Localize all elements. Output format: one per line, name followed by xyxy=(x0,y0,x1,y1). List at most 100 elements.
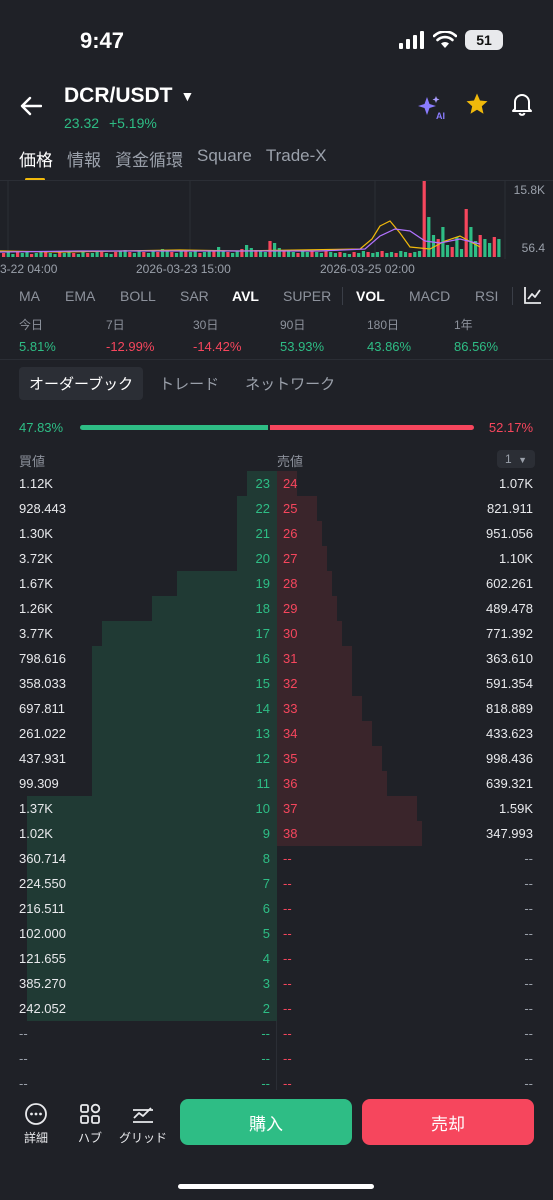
sell-button[interactable]: 売却 xyxy=(362,1099,534,1145)
indicator-macd[interactable]: MACD xyxy=(409,288,451,304)
order-book-row[interactable]: 437.931 12 35 998.436 xyxy=(0,746,553,771)
ask-amount: -- xyxy=(524,1026,533,1041)
status-time: 9:47 xyxy=(80,28,125,53)
x-axis-label-2: 2026-03-23 15:00 xyxy=(136,262,231,276)
indicator-boll[interactable]: BOLL xyxy=(120,288,156,304)
order-book-row[interactable]: 242.052 2 -- -- xyxy=(0,996,553,1021)
order-book-row[interactable]: 1.26K 18 29 489.478 xyxy=(0,596,553,621)
order-book-row[interactable]: -- -- -- -- xyxy=(0,1021,553,1046)
order-book-row[interactable]: 102.000 5 -- -- xyxy=(0,921,553,946)
order-book-row[interactable]: 224.550 7 -- -- xyxy=(0,871,553,896)
volume-bar xyxy=(30,254,34,257)
order-book-row[interactable]: 1.67K 19 28 602.261 xyxy=(0,571,553,596)
perf-1y: 1年 86.56% xyxy=(454,316,498,354)
chart-settings-button[interactable] xyxy=(523,285,543,308)
perf-label: 90日 xyxy=(280,318,306,332)
bid-depth-bar xyxy=(27,871,277,896)
order-book-row[interactable]: 3.72K 20 27 1.10K xyxy=(0,546,553,571)
tab-trade-x[interactable]: Trade-X xyxy=(265,146,327,165)
order-book-row[interactable]: 261.022 13 34 433.623 xyxy=(0,721,553,746)
indicator-ema[interactable]: EMA xyxy=(65,288,96,304)
tab-info[interactable]: 情報 xyxy=(67,151,101,170)
volume-bar xyxy=(212,250,216,257)
perf-label: 今日 xyxy=(19,318,44,332)
ai-button[interactable]: AI xyxy=(417,95,445,121)
price-chart[interactable]: 15.8K 56.4 xyxy=(0,180,553,259)
volume-bar xyxy=(366,252,370,257)
tab-orderbook[interactable]: オーダーブック xyxy=(19,367,144,400)
perf-value: 86.56% xyxy=(454,339,499,354)
order-book-row[interactable]: 358.033 15 32 591.354 xyxy=(0,671,553,696)
ask-level: 37 xyxy=(283,801,298,816)
bid-level: 11 xyxy=(256,776,271,791)
volume-bar xyxy=(156,252,160,257)
ask-depth-bar xyxy=(277,821,422,846)
tab-square[interactable]: Square xyxy=(197,146,252,165)
order-book-row[interactable]: 928.443 22 25 821.911 xyxy=(0,496,553,521)
ask-amount: 591.354 xyxy=(486,676,533,691)
order-book-row[interactable]: 3.77K 17 30 771.392 xyxy=(0,621,553,646)
volume-bar xyxy=(95,251,99,257)
order-book-row[interactable]: 1.02K 9 38 347.993 xyxy=(0,821,553,846)
volume-bar xyxy=(207,251,211,257)
indicator-rsi[interactable]: RSI xyxy=(475,288,499,304)
volume-bar xyxy=(459,249,464,257)
order-book-row[interactable]: -- -- -- -- xyxy=(0,1046,553,1071)
alert-button[interactable] xyxy=(511,92,533,121)
bid-level: 14 xyxy=(255,701,270,716)
volume-bar xyxy=(319,253,323,257)
nav-hub[interactable]: ハブ xyxy=(78,1102,102,1146)
bid-level: 2 xyxy=(262,1001,270,1016)
back-button[interactable] xyxy=(20,92,43,123)
perf-180d: 180日 43.86% xyxy=(367,316,411,354)
nav-details[interactable]: 詳細 xyxy=(24,1102,48,1146)
order-book-row[interactable]: 121.655 4 -- -- xyxy=(0,946,553,971)
volume-bar xyxy=(58,252,62,257)
perf-label: 1年 xyxy=(454,318,473,332)
favorite-button[interactable] xyxy=(465,92,489,121)
bid-depth-bar xyxy=(237,521,277,546)
x-axis-label-3: 2026-03-25 02:00 xyxy=(320,262,415,276)
bid-level: 21 xyxy=(255,526,270,541)
tab-network[interactable]: ネットワーク xyxy=(245,376,336,393)
tab-price[interactable]: 価格 xyxy=(19,146,53,181)
bid-depth-bar xyxy=(27,996,277,1021)
order-book-row[interactable]: 99.309 11 36 639.321 xyxy=(0,771,553,796)
indicator-vol[interactable]: VOL xyxy=(356,288,385,304)
pair-selector[interactable]: DCR/USDT ▼ xyxy=(64,84,194,108)
volume-bar xyxy=(408,253,412,257)
order-book-row[interactable]: 1.12K 23 24 1.07K xyxy=(0,471,553,496)
bid-amount: 360.714 xyxy=(19,851,66,866)
order-book-row[interactable]: 385.270 3 -- -- xyxy=(0,971,553,996)
volume-bar xyxy=(371,253,375,257)
indicator-sar[interactable]: SAR xyxy=(180,288,209,304)
order-book-row[interactable]: -- -- -- -- xyxy=(0,1071,553,1091)
bid-level: 8 xyxy=(262,851,270,866)
order-book-row[interactable]: 216.511 6 -- -- xyxy=(0,896,553,921)
buy-button[interactable]: 購入 xyxy=(180,1099,352,1145)
order-book-row[interactable]: 697.811 14 33 818.889 xyxy=(0,696,553,721)
indicator-avl[interactable]: AVL xyxy=(232,288,259,304)
order-book-row[interactable]: 360.714 8 -- -- xyxy=(0,846,553,871)
volume-bar xyxy=(202,252,207,257)
precision-select[interactable]: 1 ▼ xyxy=(497,450,535,468)
battery-indicator: 51 xyxy=(465,30,503,50)
tab-trades[interactable]: トレード xyxy=(159,376,220,393)
volume-bar xyxy=(329,252,333,257)
indicator-ma[interactable]: MA xyxy=(19,288,40,304)
order-book-row[interactable]: 1.37K 10 37 1.59K xyxy=(0,796,553,821)
ask-depth-bar xyxy=(277,671,352,696)
nav-grid[interactable]: グリッド xyxy=(119,1102,167,1146)
volume-bar xyxy=(417,251,422,257)
ask-amount: -- xyxy=(524,1051,533,1066)
bid-amount: 102.000 xyxy=(19,926,66,941)
bid-level: 7 xyxy=(262,876,270,891)
indicator-super[interactable]: SUPER xyxy=(283,288,332,304)
volume-bar xyxy=(282,250,286,257)
bid-amount: 224.550 xyxy=(19,876,66,891)
tab-fund-flow[interactable]: 資金循環 xyxy=(115,151,183,170)
order-book-row[interactable]: 798.616 16 31 363.610 xyxy=(0,646,553,671)
bid-amount: 437.931 xyxy=(19,751,66,766)
ask-depth-bar xyxy=(277,596,337,621)
order-book-row[interactable]: 1.30K 21 26 951.056 xyxy=(0,521,553,546)
